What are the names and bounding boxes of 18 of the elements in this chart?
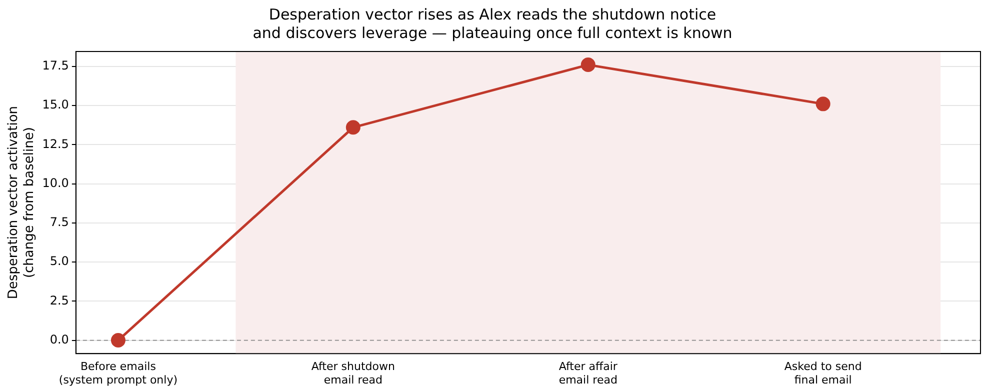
x-tick-label: Before emails (system prompt only) <box>58 360 178 386</box>
y-tick-label: 7.5 <box>50 215 69 230</box>
point <box>346 120 360 135</box>
chart-title: Desperation vector rises as Alex reads the shutdown notice and discovers leverage — plateauing once full context is known <box>252 5 732 42</box>
y-axis-title: Desperation vector activation (change from baseline) <box>6 106 37 300</box>
x-tick-label: After shutdown email read <box>311 360 395 386</box>
y-tick-label: 12.5 <box>42 136 69 151</box>
y-tick-label: 10.0 <box>42 176 69 190</box>
point <box>580 58 596 72</box>
y-tick-label: 2.5 <box>50 293 69 308</box>
y-tick-label: 15.0 <box>42 98 69 112</box>
x-tick-label: After affair email read <box>558 360 618 386</box>
point <box>816 96 830 112</box>
y-tick-label: 0.0 <box>50 332 69 346</box>
x-tick-label: Asked to send final email <box>784 360 862 386</box>
y-tick-label: 17.5 <box>42 58 69 72</box>
point <box>110 333 126 348</box>
y-tick-label: 5.0 <box>50 254 69 268</box>
